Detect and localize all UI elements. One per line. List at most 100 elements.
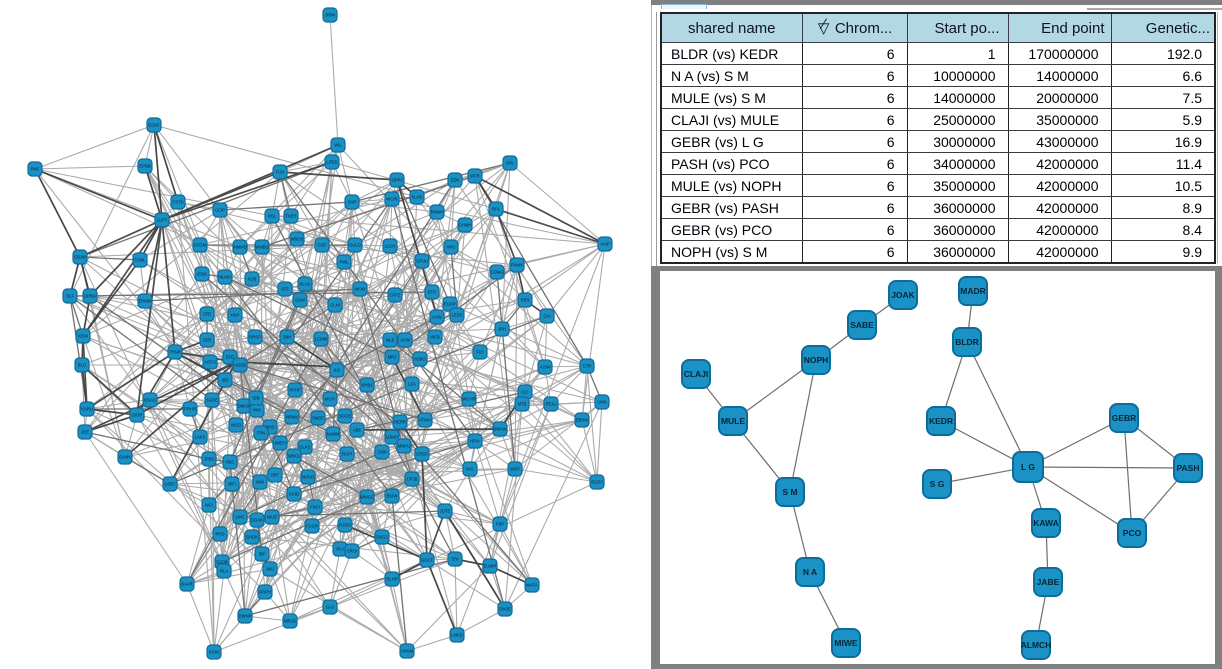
- svg-text:ILK: ILK: [334, 368, 340, 373]
- svg-text:ERI: ERI: [452, 557, 459, 562]
- svg-text:EHMM: EHMM: [139, 299, 152, 304]
- svg-text:CFOM: CFOM: [194, 243, 207, 248]
- svg-text:MTB: MTB: [518, 402, 527, 407]
- svg-text:PEJU: PEJU: [546, 402, 557, 407]
- svg-text:WOP: WOP: [510, 467, 520, 472]
- svg-text:JABE: JABE: [1037, 577, 1060, 587]
- svg-text:NOPH: NOPH: [804, 355, 829, 365]
- svg-text:GJOR: GJOR: [216, 560, 228, 565]
- svg-text:JRPK: JRPK: [325, 13, 336, 18]
- svg-text:LAKS: LAKS: [195, 435, 206, 440]
- svg-text:EPNB: EPNB: [139, 164, 151, 169]
- svg-text:WIL: WIL: [334, 143, 342, 148]
- svg-text:RJOO: RJOO: [339, 523, 351, 528]
- svg-text:BAAR: BAAR: [181, 582, 192, 587]
- svg-text:RRSP: RRSP: [249, 335, 261, 340]
- svg-text:CLAJI: CLAJI: [684, 369, 709, 379]
- svg-text:HDC: HDC: [225, 460, 234, 465]
- svg-text:AJJW: AJJW: [540, 365, 551, 370]
- svg-text:DPBG: DPBG: [84, 294, 96, 299]
- svg-text:S M: S M: [782, 487, 797, 497]
- svg-text:SHOK: SHOK: [246, 535, 258, 540]
- svg-text:LLCH: LLCH: [385, 244, 396, 249]
- svg-text:MRJG: MRJG: [284, 619, 296, 624]
- svg-text:GHMH: GHMH: [459, 223, 472, 228]
- svg-text:CCIP: CCIP: [215, 208, 225, 213]
- svg-text:DOAK: DOAK: [251, 518, 263, 523]
- svg-text:OLF: OLF: [66, 294, 75, 299]
- svg-text:BWAW: BWAW: [493, 427, 506, 432]
- svg-text:FIO: FIO: [477, 350, 485, 355]
- svg-text:GRPH: GRPH: [259, 590, 271, 595]
- svg-text:SABE: SABE: [850, 320, 874, 330]
- svg-text:PCO: PCO: [1123, 528, 1142, 538]
- svg-text:EFE: EFE: [226, 355, 234, 360]
- svg-text:UJRC: UJRC: [164, 482, 175, 487]
- svg-text:REN: REN: [521, 298, 530, 303]
- svg-text:MAFA: MAFA: [526, 583, 538, 588]
- svg-text:SGCB: SGCB: [339, 414, 351, 419]
- svg-text:GLKC: GLKC: [299, 445, 310, 450]
- svg-text:TKER: TKER: [285, 214, 296, 219]
- svg-text:OMJE: OMJE: [499, 607, 511, 612]
- svg-text:JUTE: JUTE: [440, 509, 451, 514]
- svg-text:MIWE: MIWE: [834, 638, 857, 648]
- svg-text:NSL: NSL: [268, 214, 277, 219]
- svg-text:DLHP: DLHP: [386, 577, 397, 582]
- svg-text:RERR: RERR: [394, 420, 406, 425]
- svg-text:LESS: LESS: [452, 313, 463, 318]
- svg-text:CROI: CROI: [347, 549, 357, 554]
- svg-text:CBJW: CBJW: [74, 255, 86, 260]
- svg-text:IDB: IDB: [253, 396, 260, 401]
- svg-text:BLDR: BLDR: [955, 337, 979, 347]
- svg-text:JJIW: JJIW: [377, 450, 386, 455]
- svg-text:WGHR: WGHR: [462, 397, 475, 402]
- svg-text:LPDD: LPDD: [326, 160, 337, 165]
- svg-text:CPJB: CPJB: [407, 477, 418, 482]
- svg-text:PASH: PASH: [1177, 463, 1200, 473]
- svg-text:SGOE: SGOE: [206, 398, 218, 403]
- svg-text:FLHS: FLHS: [412, 195, 423, 200]
- svg-text:KUB: KUB: [248, 277, 257, 282]
- svg-text:NLMH: NLMH: [219, 275, 231, 280]
- svg-text:IBF: IBF: [259, 552, 266, 557]
- svg-text:KGW: KGW: [209, 650, 219, 655]
- svg-text:IENS: IENS: [197, 272, 207, 277]
- svg-text:IBFI: IBFI: [228, 482, 236, 487]
- svg-text:KEDR: KEDR: [929, 416, 953, 426]
- svg-text:GAJ: GAJ: [326, 605, 334, 610]
- svg-text:PRHR: PRHR: [184, 407, 196, 412]
- svg-text:FCGR: FCGR: [306, 524, 318, 529]
- svg-text:IPFR: IPFR: [470, 174, 480, 179]
- svg-text:CFFE: CFFE: [390, 293, 401, 298]
- svg-text:ATE: ATE: [281, 287, 289, 292]
- svg-text:JWEH: JWEH: [274, 441, 286, 446]
- svg-text:ALMCH: ALMCH: [1021, 640, 1052, 650]
- svg-text:EKIW: EKIW: [387, 494, 398, 499]
- svg-text:HAP: HAP: [231, 313, 240, 318]
- svg-text:IBD: IBD: [222, 378, 229, 383]
- svg-text:NRMK: NRMK: [286, 415, 299, 420]
- svg-text:N A: N A: [803, 567, 817, 577]
- svg-text:EDK: EDK: [451, 178, 460, 183]
- svg-text:NOUE: NOUE: [302, 475, 314, 480]
- svg-text:TRNR: TRNR: [169, 350, 181, 355]
- svg-text:SBH: SBH: [283, 335, 292, 340]
- svg-text:FIJA: FIJA: [276, 170, 285, 175]
- svg-text:MWHJ: MWHJ: [398, 444, 411, 449]
- svg-text:GEBR: GEBR: [1112, 413, 1137, 423]
- svg-text:RCPI: RCPI: [342, 452, 352, 457]
- svg-text:HPG: HPG: [446, 245, 455, 250]
- svg-text:SRT: SRT: [271, 473, 280, 478]
- svg-text:WCIR: WCIR: [386, 197, 397, 202]
- svg-text:FNCI: FNCI: [310, 505, 320, 510]
- svg-text:PAJ: PAJ: [336, 547, 343, 552]
- svg-text:NIUE: NIUE: [267, 515, 277, 520]
- svg-text:OJML: OJML: [134, 258, 146, 263]
- svg-text:KISN: KISN: [78, 334, 88, 339]
- svg-text:CDMG: CDMG: [491, 270, 504, 275]
- svg-text:WCI: WCI: [205, 503, 213, 508]
- svg-text:JPBS: JPBS: [204, 457, 215, 462]
- svg-text:UDSB: UDSB: [234, 363, 246, 368]
- svg-text:SER: SER: [203, 338, 212, 343]
